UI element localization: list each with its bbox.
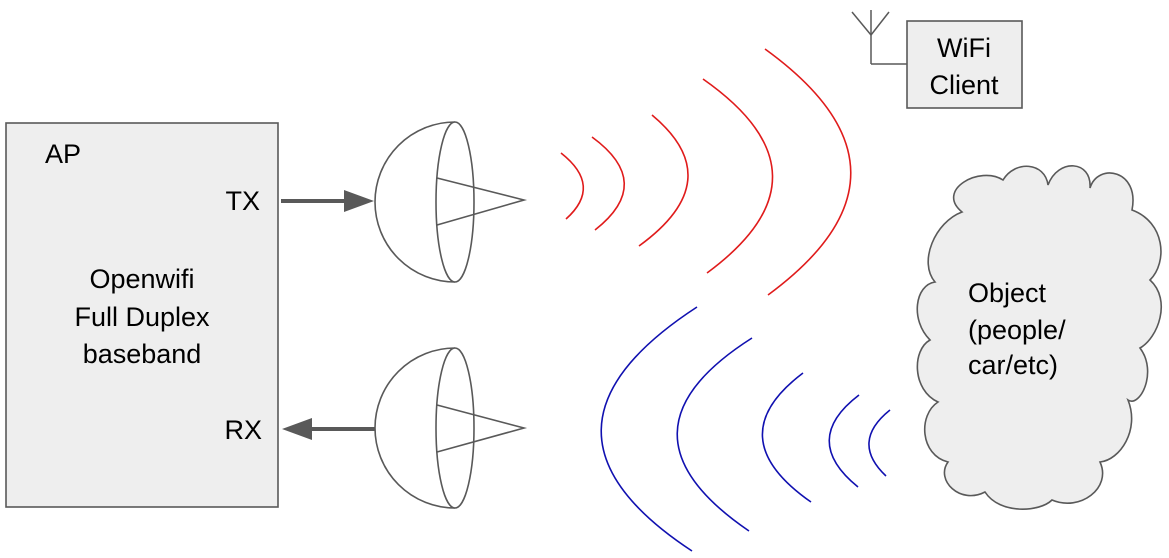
object-cloud: Object (people/ car/etc) [916,165,1162,510]
tx-wave-1 [560,152,585,220]
wifi-client-box [906,20,1023,109]
object-line-3: car/etc) [968,350,1058,380]
rx-waves [600,306,891,552]
ap-box: AP TX RX Openwifi Full Duplex baseband [5,122,279,508]
ap-title: AP [45,139,81,169]
rx-wave-1 [868,409,891,477]
tx-wave-5 [764,48,852,296]
rx-dish-antenna-icon [374,347,528,509]
tx-wave-2 [591,136,626,231]
tx-waves [560,48,852,296]
rx-wave-2 [828,394,860,488]
rx-wave-5 [600,306,698,552]
ap-desc-line-2: Full Duplex [74,302,210,332]
ap-desc-line-3: baseband [83,339,202,369]
rx-wave-3 [761,372,812,503]
tx-wave-4 [702,78,774,274]
ap-box-rect [5,122,279,508]
wifi-client: WiFi Client [851,10,1023,109]
wifi-client-line-1: WiFi [937,33,991,63]
tx-arrow [281,190,374,212]
tx-wave-3 [638,114,689,247]
cloud-shape [916,165,1162,510]
rx-wave-4 [676,337,753,532]
object-line-1: Object [968,278,1047,308]
rx-label: RX [224,415,262,445]
tx-dish-antenna-icon [374,121,528,283]
object-line-2: (people/ [968,315,1066,345]
tx-label: TX [225,186,260,216]
wifi-client-line-2: Client [929,70,999,100]
ap-desc-line-1: Openwifi [89,264,194,294]
rx-arrow [282,418,376,440]
antenna-icon [851,10,907,65]
